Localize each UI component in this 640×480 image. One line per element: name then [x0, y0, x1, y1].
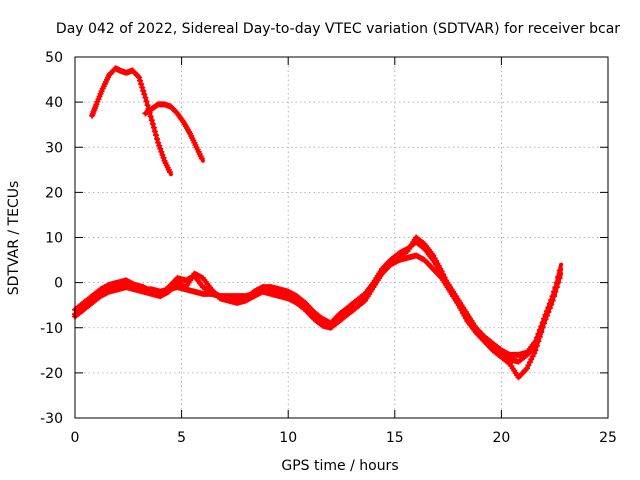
data-point [548, 301, 555, 308]
y-tick-label: 0 [54, 276, 63, 292]
data-point [549, 297, 556, 304]
data-point [147, 113, 154, 120]
x-tick-label: 15 [386, 430, 404, 446]
data-point [536, 333, 543, 340]
data-point [556, 267, 563, 274]
data-point [526, 359, 533, 366]
data-point [528, 356, 535, 363]
y-tick-label: 20 [45, 185, 63, 201]
data-point [135, 74, 142, 81]
data-point [157, 145, 164, 152]
data-point [158, 148, 165, 155]
x-tick-label: 25 [599, 430, 617, 446]
data-point [198, 155, 205, 162]
y-tick-label: 30 [45, 140, 63, 156]
data-point [525, 362, 532, 369]
data-point [150, 124, 157, 131]
data-point [159, 151, 166, 158]
grid [75, 57, 608, 418]
x-tick-label: 5 [177, 430, 186, 446]
y-tick-label: 50 [45, 50, 63, 66]
series-upper-arc-a [89, 65, 173, 177]
data-point [531, 350, 538, 357]
series-upper-arc-b [142, 101, 205, 163]
data-point [535, 338, 542, 345]
data-point [151, 128, 158, 135]
data-point [154, 135, 161, 142]
x-axis-label: GPS time / hours [281, 458, 398, 474]
data-point [440, 271, 447, 278]
data-series [72, 65, 564, 381]
data-point [160, 154, 167, 161]
y-tick-label: -10 [40, 321, 63, 337]
data-point [444, 280, 451, 287]
data-point [555, 273, 562, 280]
data-point [156, 142, 163, 149]
data-point [144, 102, 151, 109]
data-point [546, 305, 553, 312]
x-tick-label: 20 [492, 430, 510, 446]
data-point [148, 117, 155, 124]
data-point [523, 365, 530, 372]
data-point [166, 169, 173, 176]
data-point [149, 120, 156, 127]
data-point [532, 347, 539, 354]
data-point [553, 279, 560, 286]
chart-title: Day 042 of 2022, Sidereal Day-to-day VTE… [56, 21, 620, 37]
data-point [445, 283, 452, 290]
data-point [542, 316, 549, 323]
ticks: 0 5 10 15 20 25 -30 -20 -10 0 10 20 30 40 50 [40, 50, 617, 446]
series-main-band-3 [72, 234, 564, 381]
data-point [141, 91, 148, 98]
data-point [143, 98, 150, 105]
y-tick-label: -30 [40, 411, 63, 427]
data-point [155, 139, 162, 146]
data-point [533, 342, 540, 349]
data-point [552, 285, 559, 292]
data-point [550, 291, 557, 298]
data-point [138, 81, 145, 88]
data-point [538, 329, 545, 336]
data-point [529, 353, 536, 360]
data-point [442, 277, 449, 284]
y-tick-label: 40 [45, 95, 63, 111]
data-point [541, 320, 548, 327]
x-tick-label: 10 [279, 430, 297, 446]
data-point [142, 94, 149, 101]
series-line [73, 235, 564, 380]
data-point [539, 324, 546, 331]
y-tick-label: 10 [45, 231, 63, 247]
x-tick-label: 0 [71, 430, 80, 446]
data-point [543, 312, 550, 319]
data-point [139, 84, 146, 91]
data-point [134, 73, 141, 80]
data-point [441, 274, 448, 281]
data-point [438, 268, 445, 275]
data-point [140, 87, 147, 94]
y-tick-label: -20 [40, 366, 63, 382]
data-point [545, 308, 552, 315]
data-point [137, 77, 144, 84]
data-point [153, 132, 160, 139]
y-axis-label: SDTVAR / TECUs [6, 181, 22, 296]
